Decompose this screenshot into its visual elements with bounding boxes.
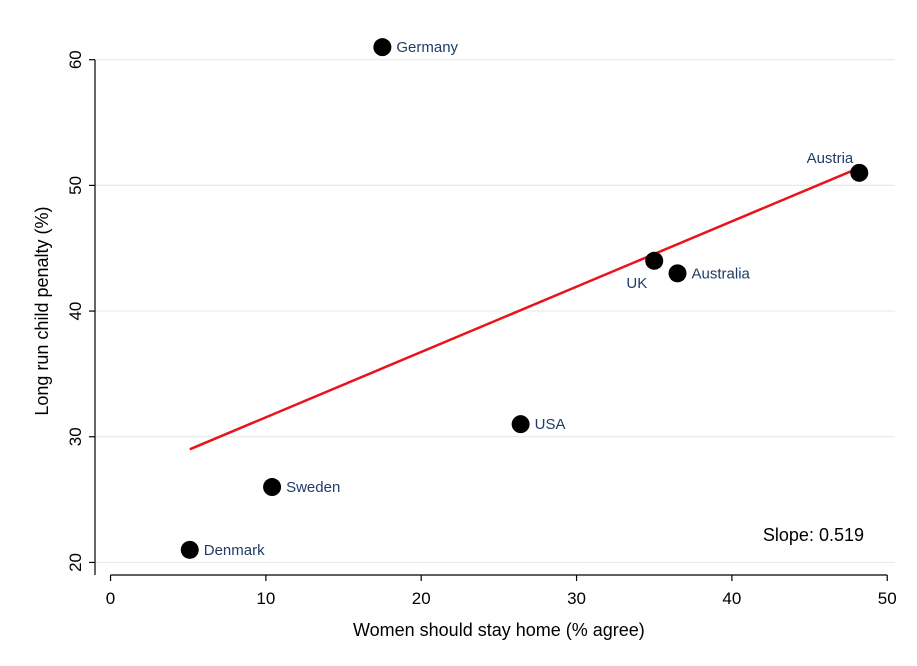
- point-australia: [668, 264, 687, 283]
- y-tick-label: 40: [66, 302, 85, 321]
- x-tick-label: 50: [878, 589, 897, 608]
- points-group: Germany Austria UK Australia USA Sweden Denmar…: [180, 38, 869, 559]
- point-uk: [645, 251, 664, 270]
- fit-line: [189, 166, 860, 451]
- y-axis-title: Long run child penalty (%): [32, 207, 52, 416]
- gridlines: [95, 59, 895, 564]
- point-label-uk: UK: [626, 275, 647, 292]
- axes: 20 30 40 50 60 0 10 20 30 40 50: [66, 50, 897, 608]
- slope-annotation: Slope: 0.519: [763, 525, 864, 545]
- y-tick-label: 30: [66, 427, 85, 446]
- x-tick-label: 10: [256, 589, 275, 608]
- y-tick-label: 60: [66, 50, 85, 69]
- y-tick-label: 50: [66, 176, 85, 195]
- point-label-denmark: Denmark: [204, 542, 265, 559]
- point-label-austria: Austria: [807, 150, 854, 167]
- x-tick-label: 40: [722, 589, 741, 608]
- point-label-usa: USA: [535, 416, 566, 433]
- fit-line-group: [189, 166, 860, 451]
- point-germany: [373, 38, 392, 57]
- point-label-germany: Germany: [396, 39, 458, 56]
- x-tick-label: 20: [412, 589, 431, 608]
- point-sweden: [263, 478, 282, 497]
- x-tick-label: 30: [567, 589, 586, 608]
- point-austria: [850, 163, 869, 182]
- point-label-australia: Australia: [692, 265, 751, 282]
- x-axis-title: Women should stay home (% agree): [353, 620, 645, 640]
- point-label-sweden: Sweden: [286, 479, 340, 496]
- y-tick-label: 20: [66, 553, 85, 572]
- point-denmark: [180, 540, 199, 559]
- x-tick-label: 0: [106, 589, 115, 608]
- point-usa: [511, 415, 530, 434]
